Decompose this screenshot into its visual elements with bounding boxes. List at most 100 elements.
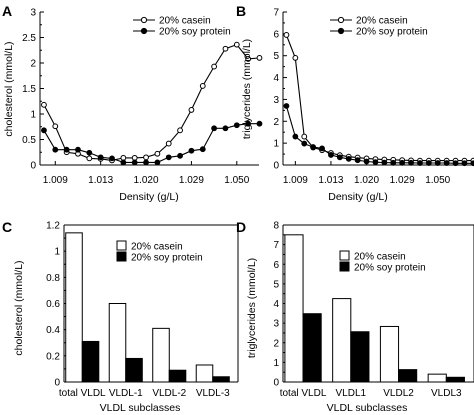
- x-axis-label: VLDL subclasses: [327, 402, 408, 414]
- bar: [379, 325, 400, 383]
- x-tick-label: 1.029: [390, 175, 415, 186]
- bar: [125, 357, 143, 383]
- data-point: [188, 147, 195, 154]
- y-tick-label: 0: [54, 378, 60, 389]
- data-point: [452, 160, 459, 167]
- legend-label: 20% soy protein: [356, 27, 428, 38]
- y-tick-label: 3: [273, 319, 279, 330]
- panel-letter-c: C: [2, 219, 12, 235]
- data-point: [97, 154, 104, 161]
- open-square-legend-icon: [339, 250, 350, 261]
- data-point: [283, 32, 290, 38]
- x-tick-label: VLDL1: [336, 388, 367, 399]
- y-tick-label: 0.6: [46, 299, 60, 310]
- legend-label: 20% soy protein: [354, 263, 426, 274]
- x-tick-label: 1.050: [224, 175, 249, 186]
- y-axis-label: triglycerides (mmol/L): [246, 258, 258, 358]
- data-point: [199, 146, 206, 153]
- data-point: [399, 159, 406, 166]
- bar: [195, 364, 214, 383]
- x-tick-label: 1.013: [88, 175, 113, 186]
- data-point: [75, 146, 81, 153]
- y-axis-label: cholesterol (mmol/L): [13, 260, 25, 355]
- data-point: [233, 41, 240, 48]
- y-tick-label: 2: [30, 59, 36, 70]
- x-tick-label: VLDL-1: [109, 388, 143, 399]
- data-point: [143, 159, 149, 166]
- data-point: [86, 155, 93, 162]
- data-point: [470, 160, 474, 167]
- y-tick-label: 3: [273, 95, 279, 106]
- x-tick-label: 1.020: [134, 175, 159, 186]
- bar: [168, 369, 187, 383]
- data-point: [292, 55, 299, 61]
- bar: [65, 232, 83, 383]
- data-point: [52, 123, 59, 130]
- panel-letter-b: B: [236, 3, 246, 19]
- y-tick-label: 4: [273, 73, 279, 84]
- y-tick-label: 0.4: [46, 325, 60, 336]
- legend-label: 20% casein: [131, 242, 183, 253]
- data-point: [233, 122, 240, 129]
- y-tick-label: 3: [30, 8, 36, 19]
- data-point: [390, 159, 397, 166]
- chart-panel-c: VLDL subclasses cholesterol (mmol/L) 0 0.…: [13, 221, 239, 414]
- data-point: [461, 160, 468, 167]
- x-tick-label: 1.013: [318, 175, 343, 186]
- series-line: [285, 34, 474, 162]
- x-tick-label: 1.020: [354, 175, 379, 186]
- data-point: [154, 159, 161, 166]
- panel-letter-d: D: [236, 219, 246, 235]
- y-tick-label: 0.2: [46, 351, 60, 362]
- open-square-legend-icon: [116, 240, 127, 251]
- data-point: [41, 127, 47, 134]
- data-point: [63, 146, 70, 153]
- x-tick-label: VLDL-2: [152, 388, 186, 399]
- data-point: [443, 160, 450, 166]
- x-tick-label: 1.050: [425, 175, 450, 186]
- data-point: [109, 155, 115, 162]
- data-point: [199, 83, 206, 89]
- legend-label: 20% casein: [356, 16, 408, 27]
- data-point: [222, 45, 229, 52]
- data-point: [310, 144, 317, 150]
- open-circle-marker-icon: [140, 16, 148, 24]
- series-line: [43, 43, 260, 161]
- bar: [427, 373, 447, 383]
- bar: [398, 369, 418, 383]
- x-axis-label: Density (g/L): [328, 191, 388, 203]
- data-point: [211, 125, 218, 132]
- data-point: [336, 154, 343, 161]
- y-axis-label: cholesterol (mmol/L): [3, 41, 15, 136]
- bar: [284, 234, 304, 383]
- y-tick-label: 7: [273, 8, 279, 19]
- panel-letter-a: A: [2, 3, 12, 19]
- y-tick-label: 1.2: [46, 221, 60, 232]
- x-tick-label: total VLDL: [59, 388, 106, 399]
- bar: [212, 376, 230, 383]
- bar: [81, 340, 100, 383]
- filled-circle-marker-icon: [337, 27, 345, 35]
- bar: [350, 331, 370, 383]
- filled-square-legend-icon: [339, 261, 350, 272]
- x-tick-label: total VLDL: [280, 388, 327, 399]
- y-tick-label: 0.5: [22, 135, 36, 146]
- bar: [332, 298, 352, 383]
- y-tick-label: 5: [273, 51, 279, 62]
- chart-panel-a: Density (g/L) cholesterol (mmol/L) 0 0.5 1…: [3, 8, 263, 203]
- legend-label: 20% casein: [159, 16, 211, 27]
- data-point: [408, 159, 414, 166]
- filled-circle-marker-icon: [140, 27, 148, 35]
- data-point: [245, 56, 252, 62]
- data-point: [165, 140, 172, 147]
- chart-panel-d: VLDL subclasses triglycerides (mmol/L) 0…: [246, 221, 474, 414]
- legend-label: 20% soy protein: [159, 27, 231, 38]
- data-point: [372, 159, 379, 166]
- x-axis-label: VLDL subclasses: [100, 402, 181, 414]
- bar: [108, 303, 127, 383]
- data-point: [319, 145, 325, 152]
- x-tick-label: VLDL3: [431, 388, 462, 399]
- data-point: [283, 103, 290, 109]
- data-point: [301, 133, 308, 140]
